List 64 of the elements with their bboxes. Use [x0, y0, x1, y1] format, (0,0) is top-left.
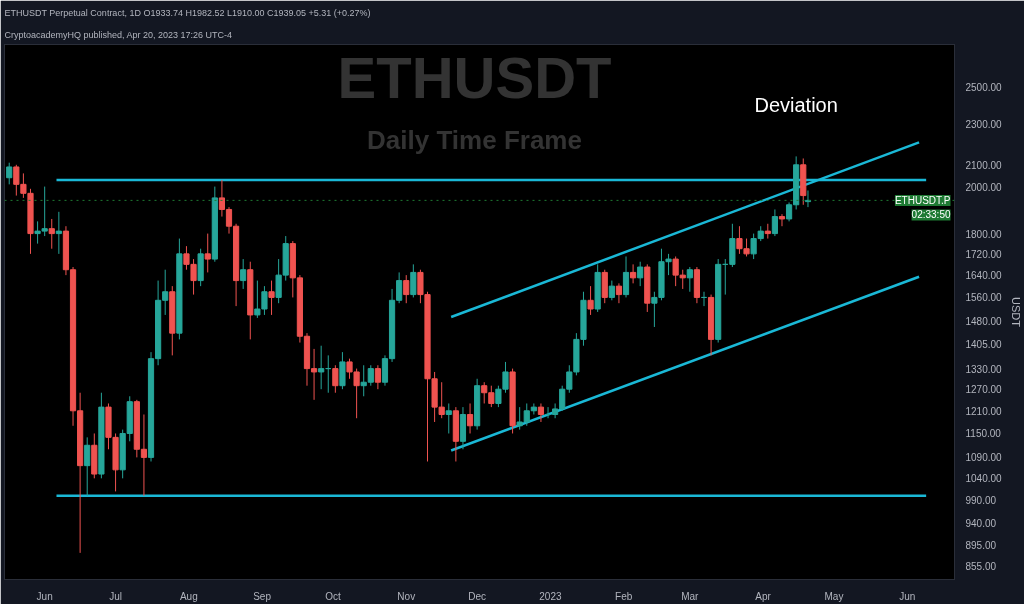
y-tick-label: 940.00 — [965, 518, 997, 530]
candlestick — [268, 280, 275, 316]
y-tick-label: 1800.00 — [965, 228, 1003, 240]
x-tick-label: May — [824, 590, 844, 602]
candlestick — [240, 258, 247, 290]
ref-line-label: ETHUSDT.P — [894, 194, 951, 206]
text: ETHUSDT Perpetual Contract, 1D O1933.74 H1982.52 L1910.00 C1939.05 +5.31 (+0.27%) — [4, 7, 371, 18]
candlestick — [84, 436, 91, 497]
x-tick-label: Jul — [109, 590, 122, 602]
x-tick-label: Feb — [615, 590, 633, 602]
y-tick-label: 2300.00 — [965, 119, 1003, 131]
y-tick-label: 1270.00 — [965, 384, 1003, 396]
y-tick-label: 1405.00 — [965, 339, 1003, 351]
candlestick — [537, 402, 545, 423]
x-tick-label: 2023 — [539, 590, 562, 602]
candlestick — [466, 402, 474, 434]
candlestick — [339, 351, 346, 390]
y-tick-label: 1040.00 — [965, 473, 1003, 485]
y-tick-label: 1210.00 — [965, 405, 1003, 417]
y-tick-label: 855.00 — [965, 560, 997, 572]
candlestick — [615, 282, 623, 304]
candlestick — [637, 261, 644, 287]
y-tick-label: 2500.00 — [965, 82, 1003, 94]
candlestick — [778, 213, 786, 227]
text: CryptoacademyHQ published, Apr 20, 2023 17:26 UTC-4 — [4, 29, 233, 40]
x-tick-label: Dec — [468, 590, 487, 602]
y-tick-label: 1560.00 — [965, 292, 1003, 304]
candlestick — [48, 218, 55, 250]
candlestick — [6, 162, 13, 185]
candlestick — [410, 263, 417, 298]
x-tick-label: Apr — [755, 590, 772, 602]
candlestick — [374, 364, 381, 390]
y-tick-label: 2000.00 — [965, 181, 1003, 193]
y-tick-label: 1090.00 — [965, 452, 1003, 464]
candlestick — [55, 211, 62, 255]
candlestick — [630, 263, 637, 284]
y-tick-label: 1330.00 — [965, 363, 1003, 375]
x-tick-label: Jun — [36, 590, 53, 602]
y-tick-label: 895.00 — [965, 540, 997, 552]
y-axis-title: USDT — [1009, 297, 1022, 328]
candlestick — [204, 233, 211, 273]
candlestick — [771, 208, 778, 237]
y-tick-label: 1640.00 — [965, 270, 1003, 282]
candlestick — [445, 402, 452, 434]
candlestick — [318, 345, 325, 390]
y-tick-label: 990.00 — [965, 495, 997, 507]
y-tick-label: 1480.00 — [965, 315, 1003, 327]
candlestick — [686, 266, 693, 293]
y-tick-label: 2100.00 — [965, 159, 1003, 171]
candlestick — [622, 255, 630, 298]
x-tick-label: Mar — [681, 590, 700, 602]
x-tick-label: Jun — [899, 590, 916, 602]
annotation: 02:33:50 — [911, 209, 951, 221]
x-tick-label: Oct — [325, 590, 341, 602]
candlestick — [587, 285, 594, 316]
candlestick — [332, 364, 339, 394]
x-tick-label: Sep — [253, 590, 272, 602]
x-tick-label: Nov — [397, 590, 416, 602]
x-tick-label: Aug — [179, 590, 198, 602]
y-tick-label: 1150.00 — [965, 428, 1002, 440]
candlestick — [403, 274, 410, 304]
candlestick — [608, 280, 615, 301]
y-tick-label: 1720.00 — [965, 248, 1003, 260]
annotation: Deviation — [754, 94, 838, 117]
